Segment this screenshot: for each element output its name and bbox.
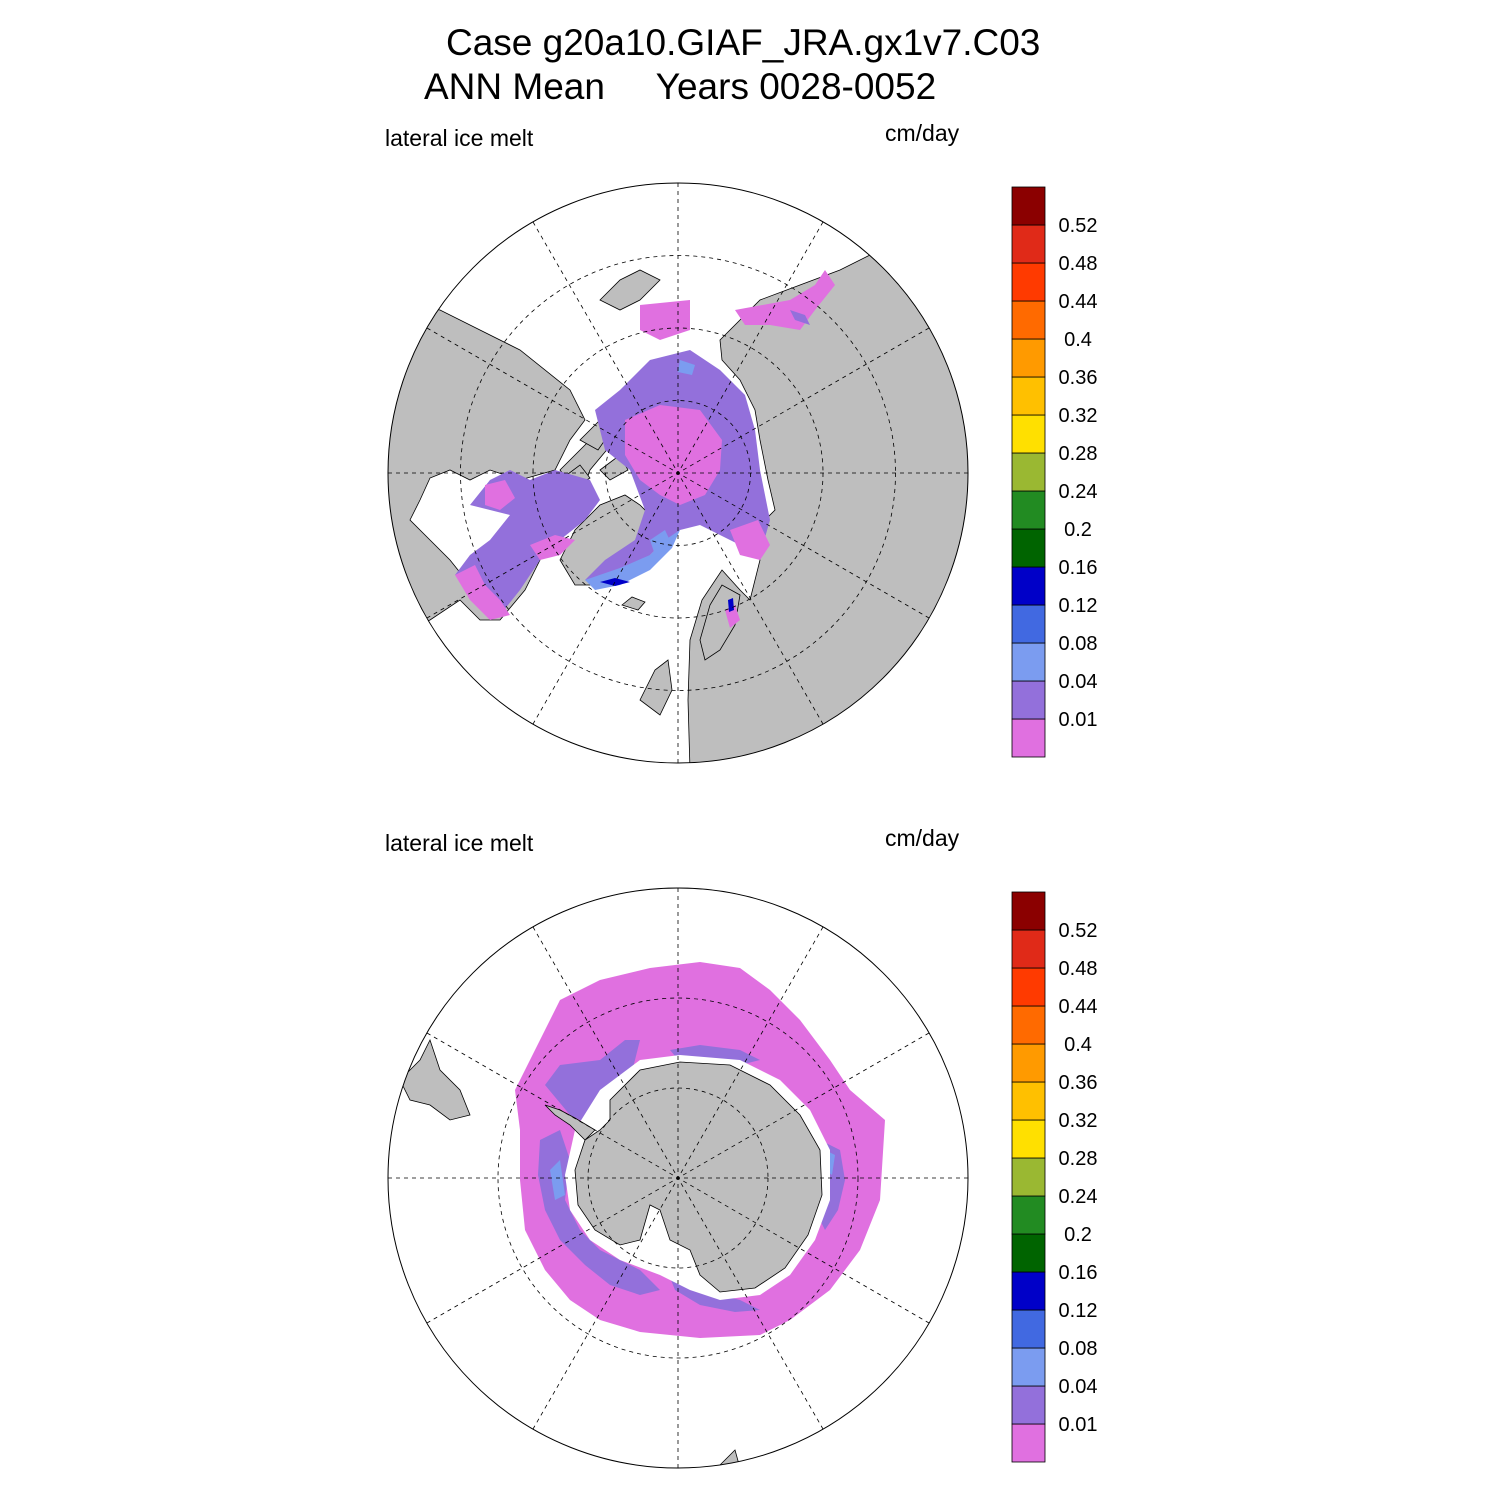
north-colorbar-box <box>1011 642 1046 682</box>
north-colorbar-box <box>1011 186 1046 226</box>
north-colorbar-tick-label: 0.16 <box>1059 557 1098 579</box>
south-colorbar-box <box>1011 929 1046 969</box>
south-colorbar-tick-label: 0.32 <box>1059 1110 1098 1132</box>
south-colorbar-box <box>1011 1119 1046 1159</box>
south-colorbar-box <box>1011 1347 1046 1387</box>
figure-title-period: ANN Mean Years 0028-0052 <box>424 66 937 107</box>
north-units-label: cm/day <box>885 120 960 146</box>
south-colorbar-box <box>1011 1081 1046 1121</box>
south-colorbar-box <box>1011 967 1046 1007</box>
south-colorbar: 0.01 0.04 0.08 0.12 0.16 0.2 0.24 0.28 0.32 0.36 0… <box>1011 891 1098 1463</box>
south-colorbar-box <box>1011 1271 1046 1311</box>
north-colorbar-tick-label: 0.04 <box>1059 671 1098 693</box>
north-colorbar-box <box>1011 262 1046 302</box>
north-colorbar-box <box>1011 338 1046 378</box>
south-graticule <box>388 888 968 1468</box>
south-land <box>399 1038 823 1468</box>
south-colorbar-box <box>1011 1043 1046 1083</box>
south-colorbar-box <box>1011 1195 1046 1235</box>
south-colorbar-tick-label: 0.04 <box>1059 1376 1098 1398</box>
south-colorbar-box <box>1011 1309 1046 1349</box>
north-polar-map <box>388 183 968 763</box>
north-land <box>388 244 968 763</box>
south-colorbar-box <box>1011 1157 1046 1197</box>
south-colorbar-tick-label: 0.44 <box>1059 996 1098 1018</box>
north-colorbar-tick-label: 0.32 <box>1059 405 1098 427</box>
north-colorbar-tick-label: 0.44 <box>1059 291 1098 313</box>
north-colorbar-box <box>1011 490 1046 530</box>
south-colorbar-box <box>1011 1005 1046 1045</box>
north-colorbar-box <box>1011 300 1046 340</box>
south-map-border <box>387 887 969 1469</box>
south-colorbar-box <box>1011 1385 1046 1425</box>
north-graticule <box>388 183 968 763</box>
south-colorbar-tick-label: 0.2 <box>1064 1224 1092 1246</box>
south-colorbar-tick-label: 0.28 <box>1059 1148 1098 1170</box>
north-colorbar-tick-label: 0.24 <box>1059 481 1098 503</box>
north-colorbar-tick-label: 0.08 <box>1059 633 1098 655</box>
south-colorbar-box <box>1011 1233 1046 1273</box>
north-colorbar-tick-label: 0.12 <box>1059 595 1098 617</box>
north-colorbar-box <box>1011 680 1046 720</box>
figure-title-case: Case g20a10.GIAF_JRA.gx1v7.C03 <box>446 22 1041 63</box>
south-colorbar-tick-label: 0.4 <box>1064 1034 1092 1056</box>
south-colorbar-tick-label: 0.48 <box>1059 958 1098 980</box>
north-colorbar-box <box>1011 224 1046 264</box>
south-colorbar-tick-label: 0.24 <box>1059 1186 1098 1208</box>
north-colorbar-box <box>1011 452 1046 492</box>
north-variable-label: lateral ice melt <box>385 125 534 151</box>
north-map-border <box>387 182 969 764</box>
north-colorbar-tick-label: 0.52 <box>1059 215 1098 237</box>
north-colorbar-box <box>1011 566 1046 606</box>
north-colorbar-box <box>1011 718 1046 758</box>
south-colorbar-box <box>1011 1423 1046 1463</box>
south-colorbar-tick-label: 0.16 <box>1059 1262 1098 1284</box>
north-colorbar-tick-label: 0.01 <box>1059 709 1098 731</box>
north-colorbar-box <box>1011 414 1046 454</box>
south-variable-label: lateral ice melt <box>385 830 534 856</box>
south-colorbar-tick-label: 0.01 <box>1059 1414 1098 1436</box>
south-polar-map <box>388 888 968 1468</box>
north-colorbar-box <box>1011 376 1046 416</box>
north-colorbar-tick-label: 0.2 <box>1064 519 1092 541</box>
south-colorbar-tick-label: 0.52 <box>1059 920 1098 942</box>
north-colorbar-tick-label: 0.36 <box>1059 367 1098 389</box>
north-colorbar-tick-label: 0.48 <box>1059 253 1098 275</box>
north-colorbar-box <box>1011 604 1046 644</box>
north-colorbar-tick-label: 0.4 <box>1064 329 1092 351</box>
south-colorbar-tick-label: 0.36 <box>1059 1072 1098 1094</box>
south-units-label: cm/day <box>885 825 960 851</box>
south-colorbar-tick-label: 0.12 <box>1059 1300 1098 1322</box>
north-colorbar-box <box>1011 528 1046 568</box>
south-colorbar-box <box>1011 891 1046 931</box>
north-colorbar: 0.01 0.04 0.08 0.12 0.16 0.2 0.24 0.28 0.32 0.36 0… <box>1011 186 1098 758</box>
south-colorbar-tick-label: 0.08 <box>1059 1338 1098 1360</box>
north-colorbar-tick-label: 0.28 <box>1059 443 1098 465</box>
